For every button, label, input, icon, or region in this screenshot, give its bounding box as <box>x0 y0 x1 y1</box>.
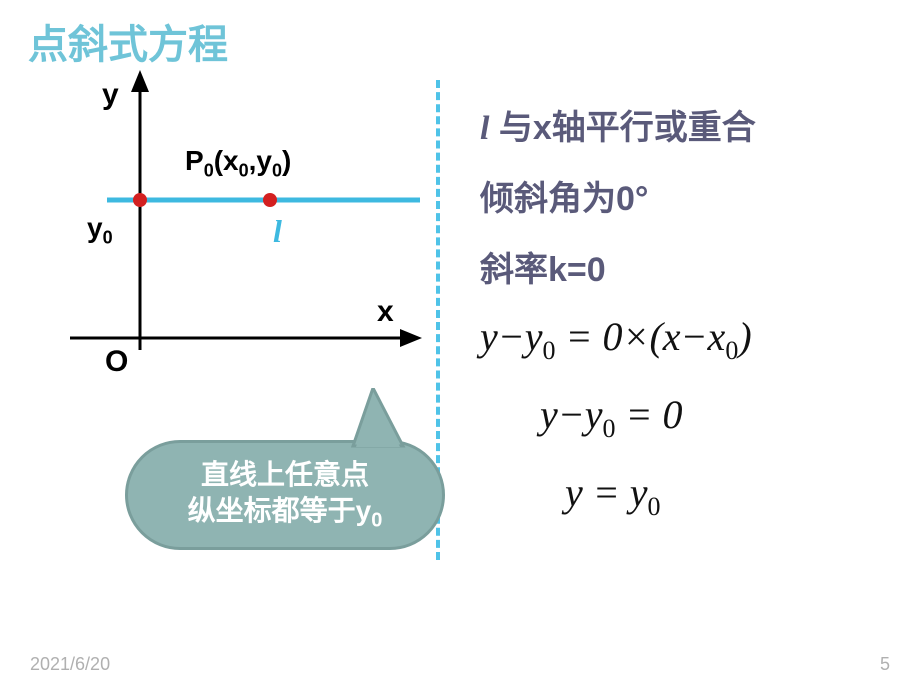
label-origin: O <box>105 345 128 379</box>
point-p0 <box>263 193 277 207</box>
label-y: y <box>102 78 119 112</box>
callout-line-1: 直线上任意点 <box>201 457 369 493</box>
equation-3: y = y0 <box>565 469 900 522</box>
point-y0 <box>133 193 147 207</box>
desc-line-1: l 与x轴平行或重合 <box>480 100 900 149</box>
label-p0: P0(x0,y0) <box>185 145 291 182</box>
right-content: l 与x轴平行或重合 倾斜角为0° 斜率k=0 y−y0 = 0×(x−x0) … <box>480 100 900 547</box>
label-y0: y0 <box>87 212 113 249</box>
equation-2: y−y0 = 0 <box>540 391 900 444</box>
label-x: x <box>377 295 394 329</box>
x-axis-arrow <box>400 329 422 347</box>
equation-1: y−y0 = 0×(x−x0) <box>480 313 900 366</box>
footer-date: 2021/6/20 <box>30 654 110 675</box>
label-l: l <box>273 213 282 250</box>
footer-page: 5 <box>880 654 890 675</box>
y-axis-arrow <box>131 70 149 92</box>
callout-bubble: 直线上任意点 纵坐标都等于y0 <box>125 440 445 550</box>
callout-tail-icon <box>348 388 408 448</box>
slide-title: 点斜式方程 <box>28 12 228 70</box>
desc-line-2: 倾斜角为0° <box>480 171 900 220</box>
desc-line-3: 斜率k=0 <box>480 242 900 291</box>
callout-line-2: 纵坐标都等于y0 <box>188 493 383 534</box>
